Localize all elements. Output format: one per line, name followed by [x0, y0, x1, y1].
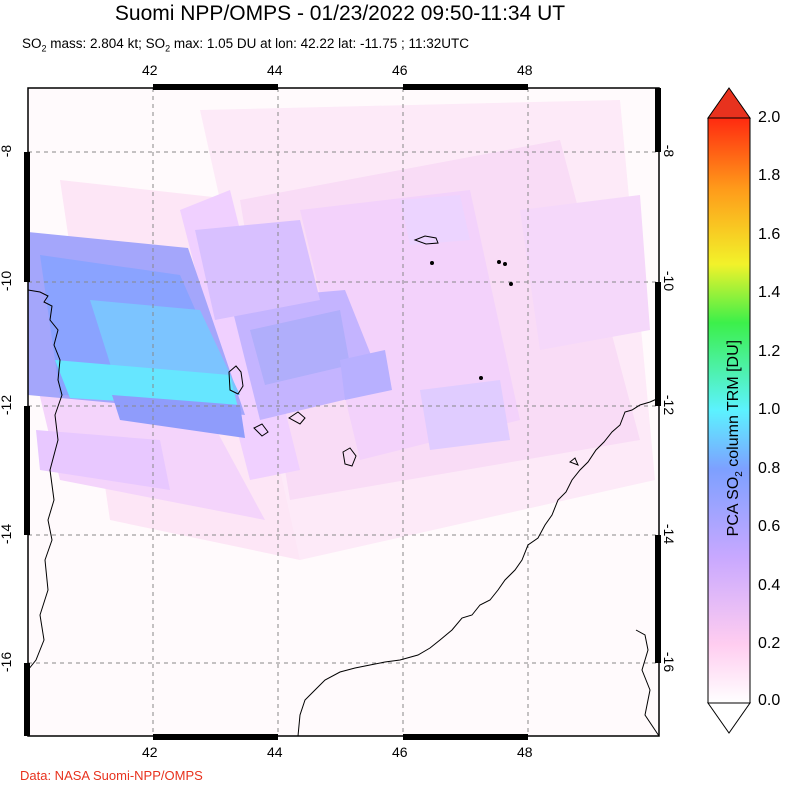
lon-label-bottom: 46: [392, 744, 408, 760]
lat-label-left: -10: [0, 270, 15, 292]
so2-field: [28, 88, 659, 736]
colorbar-tick: 1.2: [758, 343, 781, 360]
colorbar-tick: 0.6: [758, 518, 781, 535]
colorbar-tick: 0.2: [758, 635, 781, 652]
lat-label-left: -8: [0, 144, 15, 158]
colorbar-tick: 0.4: [758, 577, 781, 594]
lon-label-top: 42: [142, 62, 158, 78]
lat-label-right: -12: [661, 394, 678, 416]
lat-label-right: -14: [661, 523, 678, 545]
lat-label-right: -10: [661, 270, 678, 292]
colorbar-tick: 0.0: [758, 692, 781, 709]
lon-label-bottom: 44: [267, 744, 283, 760]
map-subtitle: SO2 mass: 2.804 kt; SO2 max: 1.05 DU at …: [22, 36, 469, 54]
colorbar-tick: 0.8: [758, 460, 781, 477]
lon-label-top: 48: [517, 62, 533, 78]
map-title: Suomi NPP/OMPS - 01/23/2022 09:50-11:34 …: [114, 2, 566, 25]
colorbar-tick: 2.0: [758, 109, 781, 126]
colorbar: [707, 87, 751, 734]
lon-label-top: 46: [392, 62, 408, 78]
colorbar-tick: 1.0: [758, 401, 781, 418]
colorbar-tick: 1.4: [758, 284, 781, 301]
lon-label-bottom: 48: [517, 744, 533, 760]
colorbar-tick: 1.6: [758, 226, 781, 243]
coastlines: [27, 235, 660, 737]
lat-label-right: -8: [661, 144, 678, 158]
graticule: [28, 88, 659, 736]
colorbar-label: PCA SO2 column TRM [DU]: [724, 339, 746, 537]
data-credit: Data: NASA Suomi-NPP/OMPS: [20, 768, 203, 783]
lat-label-right: -16: [661, 651, 678, 673]
lon-label-top: 44: [267, 62, 283, 78]
frame-ticks: [24, 84, 661, 740]
lon-label-bottom: 42: [142, 744, 158, 760]
lat-label-left: -16: [0, 651, 15, 673]
colorbar-tick: 1.8: [758, 167, 781, 184]
lat-label-left: -14: [0, 523, 15, 545]
lat-label-left: -12: [0, 394, 15, 416]
